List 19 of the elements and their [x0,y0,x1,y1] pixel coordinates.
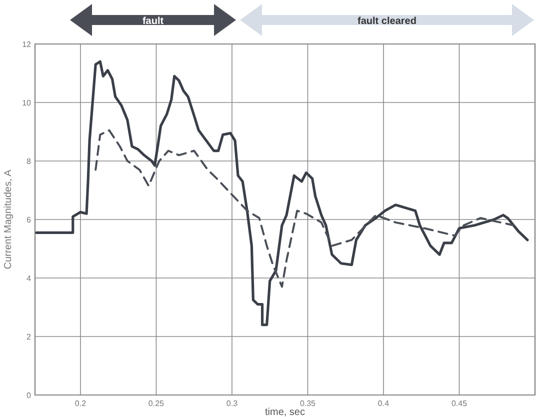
y-tick-label: 6 [26,216,32,224]
y-tick-label: 4 [26,274,32,283]
y-tick-label: 12 [22,40,32,49]
line-series [35,60,529,326]
x-tick-label: 0.2 [74,399,87,408]
y-axis-title: Current Magnitudes, A [3,169,14,270]
x-axis-title: time, sec [264,407,306,417]
text: fault cleared [358,16,416,27]
x-tick-label: 0.35 [300,399,316,408]
y-tick-label: 0 [26,391,32,400]
line-series [94,129,515,288]
x-tick-label: 0.3 [226,399,238,408]
x-tick-label: 0.4 [378,399,390,408]
x-tick-label: 0.45 [451,399,468,408]
x-tick-label: 0.25 [148,399,165,408]
y-tick-label: 8 [26,157,32,166]
y-tick-label: 2 [26,332,32,342]
text: fault [142,16,164,27]
y-tick-label: 10 [22,98,32,108]
